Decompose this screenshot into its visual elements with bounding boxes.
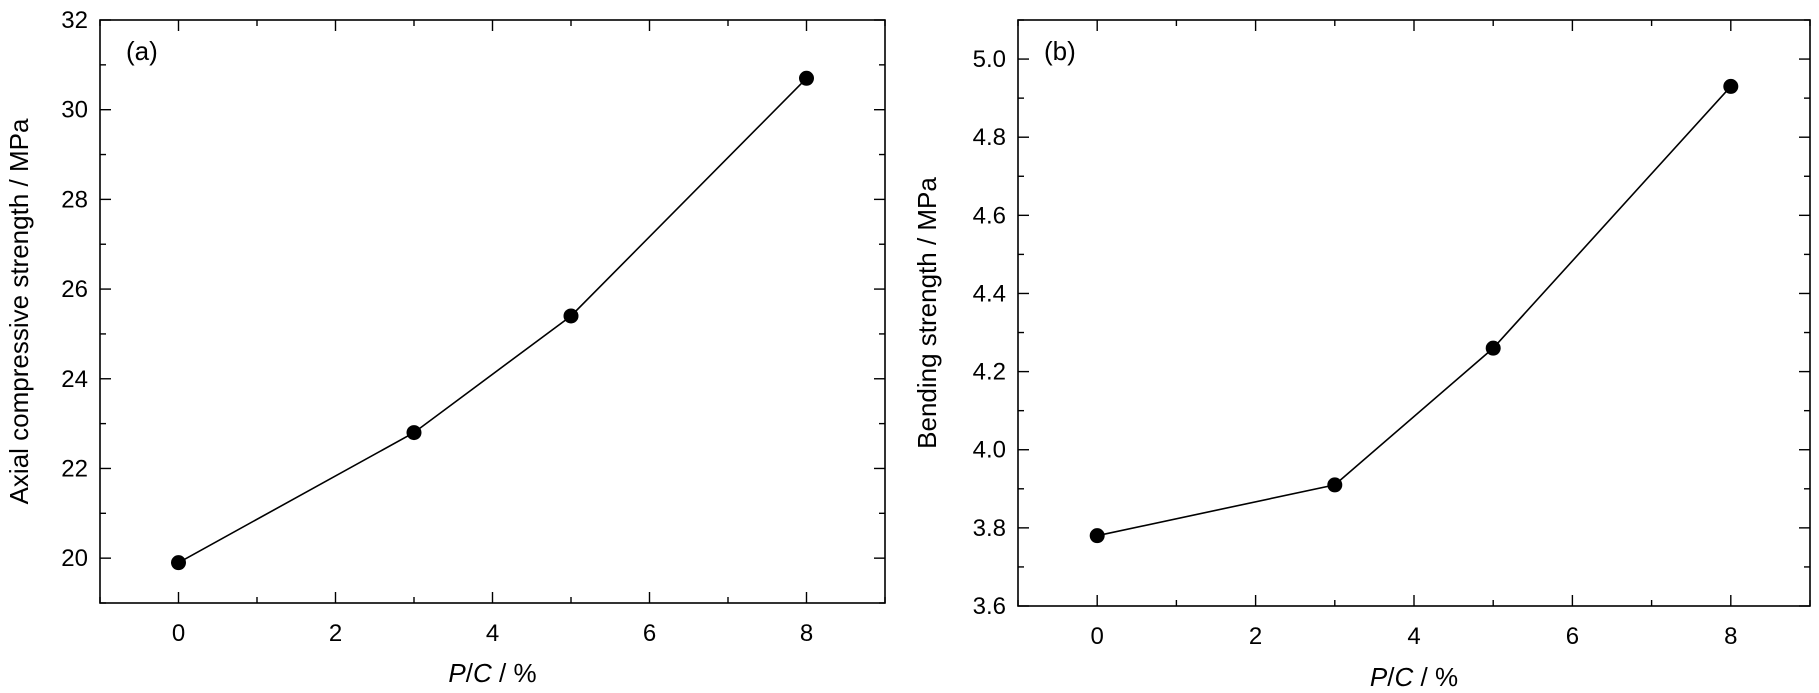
x-axis-title: P/C / % (1370, 662, 1458, 692)
x-tick-label: 8 (800, 620, 813, 647)
y-tick-label: 3.8 (973, 515, 1006, 542)
x-axis-title: P/C / % (448, 658, 536, 688)
chart-panel-b: 0 2 4 6 8 3.6 3.8 4.0 4.2 4.4 4.6 4.8 5.0 (b) Bending … (912, 19, 1811, 692)
y-tick-label: 3.6 (973, 593, 1006, 620)
plot-frame (1017, 19, 1811, 607)
y-tick-label: 4.0 (973, 437, 1006, 464)
data-point (1485, 340, 1501, 356)
data-point (406, 425, 422, 441)
x-tick-label: 6 (643, 620, 656, 647)
x-tick-label: 0 (172, 620, 185, 647)
data-point (171, 555, 186, 571)
x-tick-label: 6 (1566, 623, 1579, 650)
data-point (1723, 78, 1739, 94)
series-line (1097, 85, 1732, 537)
y-tick-label: 4.8 (973, 124, 1006, 151)
x-tick-label: 0 (1091, 623, 1104, 650)
y-tick-label: 4.4 (973, 280, 1006, 307)
x-tick-label: 8 (1724, 623, 1737, 650)
y-tick-label: 32 (61, 7, 88, 34)
x-axis-title-var-p: P (1370, 662, 1388, 692)
x-axis-title-var-c: C (1395, 662, 1414, 692)
y-tick-label: 20 (61, 545, 88, 572)
y-tick-label: 28 (61, 186, 88, 213)
data-point (1089, 528, 1105, 544)
y-tick-label: 5.0 (973, 46, 1006, 73)
panel-label: (b) (1044, 36, 1076, 66)
x-axis-title-var-p: P (448, 658, 466, 688)
x-axis-title-unit: / % (492, 658, 537, 688)
x-tick-label: 4 (486, 620, 499, 647)
data-point (799, 70, 814, 86)
x-tick-label: 4 (1407, 623, 1420, 650)
x-tick-label: 2 (1249, 623, 1262, 650)
y-tick-label: 26 (61, 276, 88, 303)
y-tick-label: 24 (61, 366, 88, 393)
x-tick-label: 2 (329, 620, 342, 647)
x-axis-title-var-c: C (473, 658, 492, 688)
y-axis-title: Axial compressive strength / MPa (4, 118, 34, 504)
y-tick-label: 30 (61, 97, 88, 124)
y-tick-label: 22 (61, 455, 88, 482)
data-point (1327, 477, 1343, 493)
y-axis-title: Bending strength / MPa (912, 177, 942, 449)
x-axis-title-slash: / (466, 658, 474, 688)
x-axis-title-slash: / (1387, 662, 1395, 692)
series-line (178, 77, 808, 564)
panel-label: (a) (126, 36, 158, 66)
y-tick-label: 4.6 (973, 202, 1006, 229)
x-axis-title-unit: / % (1413, 662, 1458, 692)
y-tick-label: 4.2 (973, 359, 1006, 386)
plot-frame (99, 19, 886, 604)
data-point (563, 308, 579, 324)
